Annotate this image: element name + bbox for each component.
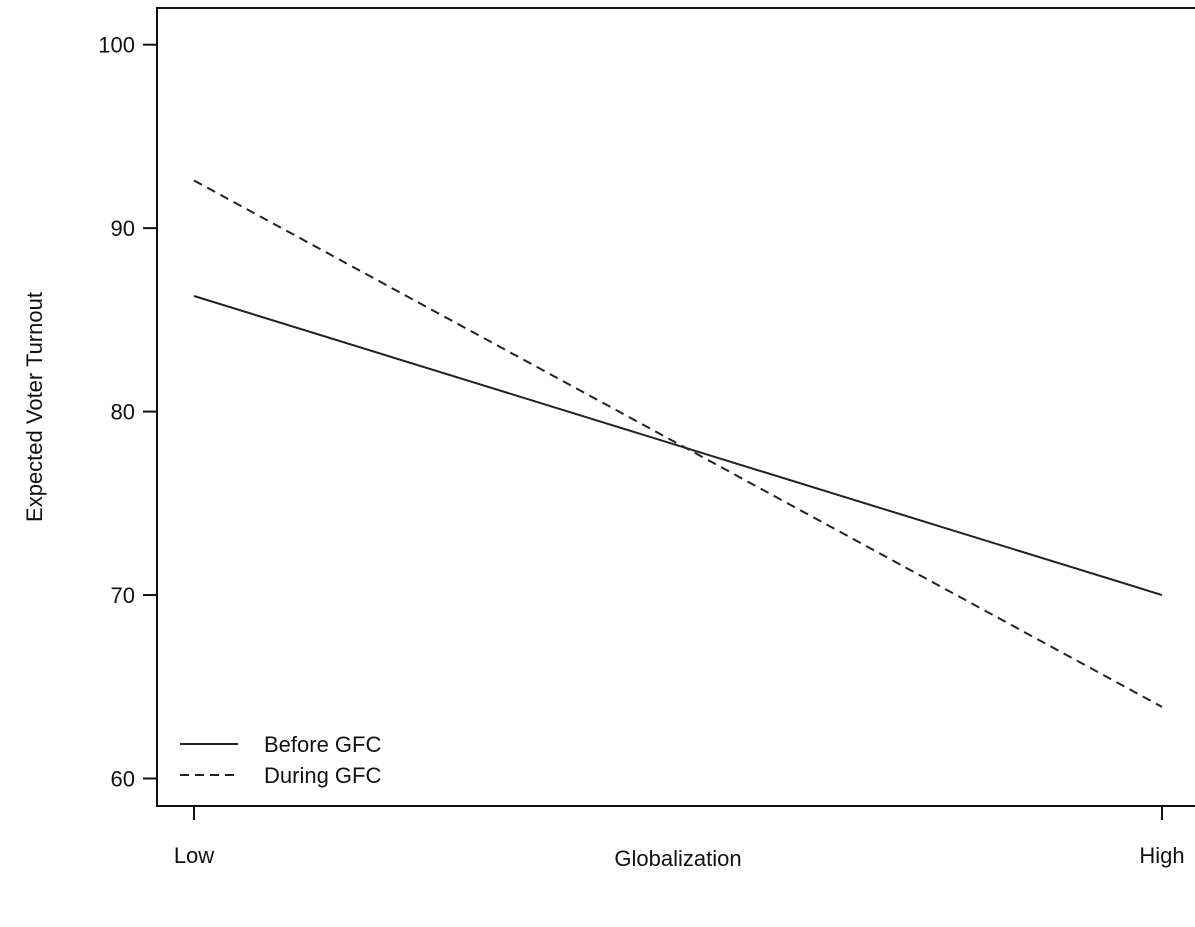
series-lines bbox=[193, 179, 1163, 708]
plot-frame bbox=[156, 7, 1195, 807]
y-tick-label-70: 70 bbox=[111, 583, 135, 608]
x-tick-label-low: Low bbox=[174, 843, 214, 868]
x-axis-title: Globalization bbox=[614, 846, 741, 871]
x-tick-label-high: High bbox=[1139, 843, 1184, 868]
y-tick-label-80: 80 bbox=[111, 400, 135, 425]
axes bbox=[156, 7, 1195, 807]
legend-label-during-gfc: During GFC bbox=[264, 763, 381, 788]
legend: Before GFC During GFC bbox=[180, 732, 381, 788]
series-line-before-gfc bbox=[193, 295, 1163, 596]
y-axis-ticks: 60 70 80 90 100 bbox=[98, 33, 157, 791]
y-axis-title: Expected Voter Turnout bbox=[22, 292, 47, 522]
y-tick-label-60: 60 bbox=[111, 766, 135, 791]
legend-label-before-gfc: Before GFC bbox=[264, 732, 381, 757]
x-axis-ticks: Low High bbox=[174, 806, 1185, 868]
y-tick-label-90: 90 bbox=[111, 216, 135, 241]
y-tick-label-100: 100 bbox=[98, 33, 135, 58]
series-line-during-gfc bbox=[193, 179, 1163, 708]
